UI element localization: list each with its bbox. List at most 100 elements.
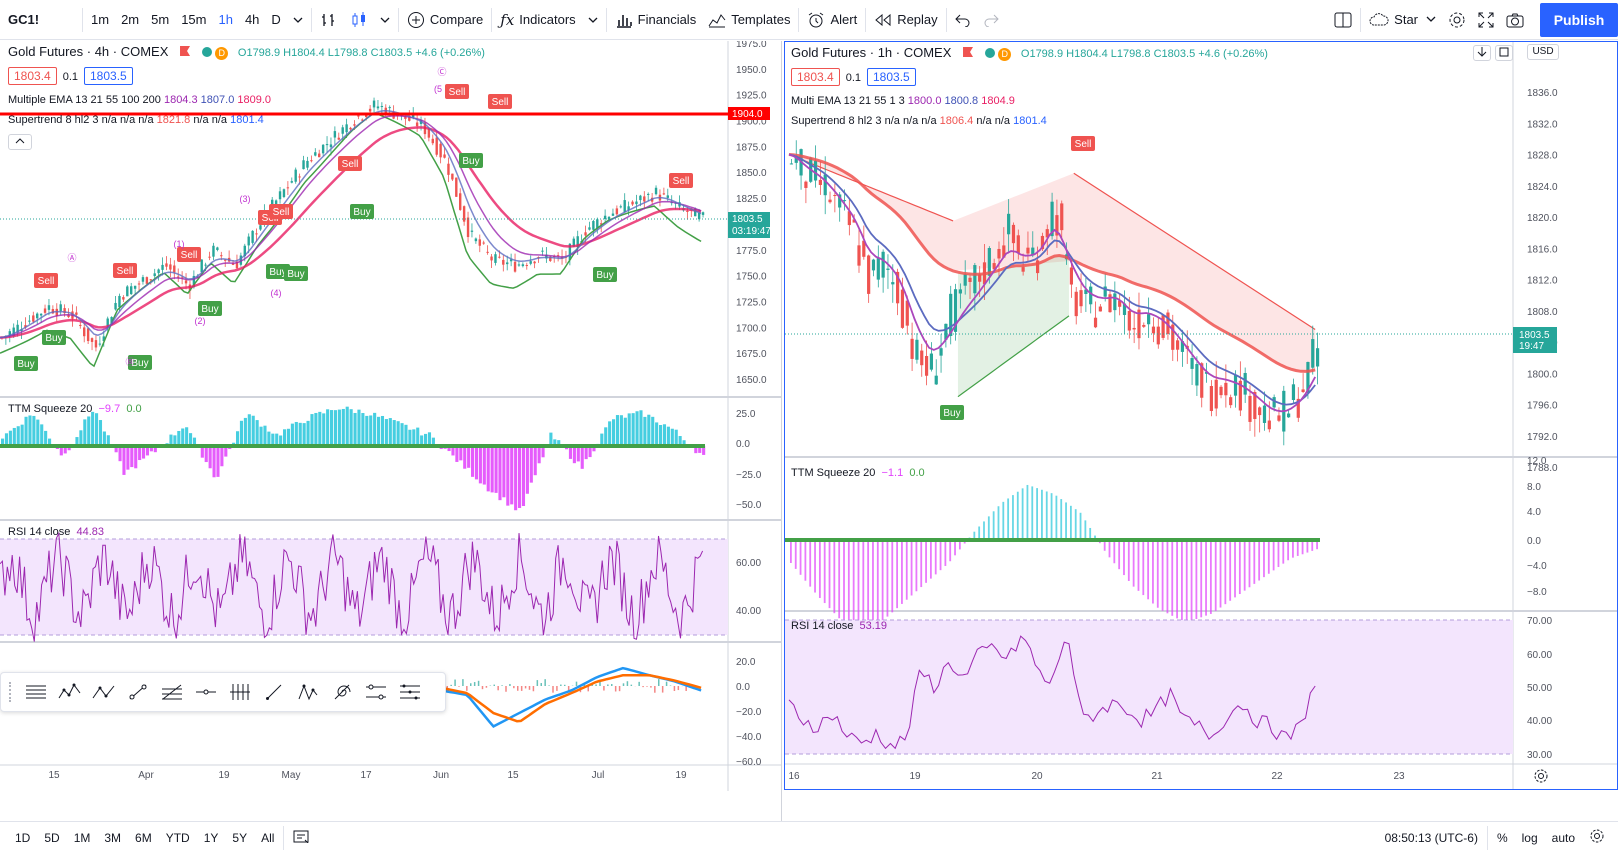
line-tool-icon[interactable] (257, 677, 291, 707)
ttm-bar (643, 416, 647, 446)
settings-gear-icon[interactable] (1442, 0, 1472, 40)
wave-label: Ⓑ (125, 357, 134, 367)
candle (1021, 267, 1025, 272)
alert-button[interactable]: Alert (801, 0, 863, 40)
drag-handle[interactable] (9, 682, 13, 702)
candle (886, 268, 890, 270)
interval-15m[interactable]: 15m (181, 12, 207, 27)
interval-5m[interactable]: 5m (151, 12, 170, 27)
candle (1190, 358, 1194, 369)
chevron-down-icon[interactable] (582, 0, 604, 40)
trend-line-icon[interactable] (121, 677, 155, 707)
right-ema-legend[interactable]: Multi EMA 13 21 55 1 3 1800.0 1800.8 180… (791, 95, 1015, 107)
ema-line (788, 153, 1316, 413)
chart-settings-gear-icon[interactable] (1533, 768, 1549, 787)
layout-icon[interactable] (1328, 0, 1358, 40)
auto-toggle[interactable]: auto (1551, 830, 1575, 845)
ttm-bar (823, 540, 826, 604)
left-rsi-legend[interactable]: RSI 14 close 44.83 (8, 526, 104, 538)
right-bid[interactable]: 1803.4 (791, 68, 840, 86)
ttm-bar (1079, 512, 1082, 540)
interval-2m[interactable]: 2m (121, 12, 140, 27)
left-supertrend-legend[interactable]: Supertrend 8 hl2 3 n/a n/a n/a 1821.8 n/… (8, 114, 264, 126)
fullscreen-icon[interactable] (1472, 0, 1500, 40)
candles-icon[interactable] (344, 0, 374, 40)
left-ask[interactable]: 1803.5 (84, 67, 133, 85)
range-3m[interactable]: 3M (104, 830, 122, 845)
spiral-icon[interactable] (325, 677, 359, 707)
drawing-toolbar[interactable] (0, 672, 446, 712)
financials-button[interactable]: Financials (609, 0, 703, 40)
range-6m[interactable]: 6M (135, 830, 152, 845)
candle (1079, 290, 1083, 307)
ttm-bar (353, 412, 357, 446)
maximize-icon[interactable] (1495, 45, 1513, 61)
gann-icon[interactable] (393, 677, 427, 707)
signal-label: Buy (943, 408, 960, 419)
ttm-bar (122, 446, 126, 475)
clock-time[interactable]: 08:50:13 (UTC-6) (1384, 830, 1478, 845)
range-1d[interactable]: 1D (15, 830, 31, 845)
left-chart-canvas[interactable]: BuyBuySellSellBuySellBuySellSellBuyBuySe… (0, 41, 782, 821)
left-ema-legend[interactable]: Multiple EMA 13 21 55 100 200 1804.3 180… (8, 94, 271, 106)
elliott-wave-icon[interactable] (53, 677, 87, 707)
log-toggle[interactable]: log (1521, 830, 1538, 845)
pattern-icon[interactable] (291, 677, 325, 707)
range-1m[interactable]: 1M (73, 830, 91, 845)
camera-icon[interactable] (1500, 0, 1530, 40)
redo-icon[interactable] (977, 0, 1005, 40)
interval-1m[interactable]: 1m (91, 12, 110, 27)
arrow-down-icon[interactable] (1473, 45, 1491, 61)
abc-wave-icon[interactable] (87, 677, 121, 707)
currency-selector[interactable]: USD (1527, 44, 1559, 60)
ttm-bar (478, 446, 482, 484)
publish-button[interactable]: Publish (1540, 3, 1618, 37)
indicators-button[interactable]: ƒx Indicators (494, 0, 581, 40)
interval-4h[interactable]: 4h (244, 12, 260, 27)
right-chart-canvas[interactable]: Sell Buy 1836.0 1832.0 1828.0 1824.0 1820.0 181… (785, 42, 1618, 790)
signal-label: Buy (353, 207, 370, 218)
horizontal-lines-icon[interactable] (19, 677, 53, 707)
candle (1161, 315, 1165, 338)
left-bid[interactable]: 1803.4 (8, 67, 57, 85)
range-5y[interactable]: 5Y (232, 830, 248, 845)
range-1y[interactable]: 1Y (203, 830, 219, 845)
star-button[interactable]: Star (1363, 0, 1442, 40)
ttm-bar (1214, 540, 1217, 611)
replay-button[interactable]: Replay (868, 0, 943, 40)
symbol-search[interactable]: GC1! (8, 12, 40, 27)
signal-buy (128, 355, 152, 370)
vertical-lines-icon[interactable] (223, 677, 257, 707)
undo-icon[interactable] (949, 0, 977, 40)
right-rsi-legend[interactable]: RSI 14 close 53.19 (791, 620, 887, 632)
left-ttm-legend[interactable]: TTM Squeeze 20 −9.7 0.0 (8, 403, 142, 415)
candle (1175, 340, 1180, 350)
parallel-channel-icon[interactable] (359, 677, 393, 707)
ttm-bar (615, 415, 620, 446)
interval-d[interactable]: D (271, 12, 281, 27)
fib-icon[interactable] (155, 677, 189, 707)
candle (804, 181, 808, 188)
bar-style-icon[interactable] (314, 0, 344, 40)
interval-1h[interactable]: 1h (218, 12, 233, 27)
right-ask[interactable]: 1803.5 (867, 68, 916, 86)
range-ytd[interactable]: YTD (165, 830, 190, 845)
compare-button[interactable]: Compare (401, 0, 489, 40)
right-ttm-legend[interactable]: TTM Squeeze 20 −1.1 0.0 (791, 467, 925, 479)
collapse-legend-button[interactable] (8, 134, 32, 150)
right-supertrend-legend[interactable]: Supertrend 8 hl2 3 n/a n/a n/a 1806.4 n/… (791, 115, 1047, 127)
ttm-bar (330, 410, 334, 446)
settings-gear-icon[interactable] (1582, 828, 1612, 847)
candle (157, 269, 160, 274)
right-chart-panel[interactable]: Sell Buy 1836.0 1832.0 1828.0 1824.0 1820.0 181… (784, 41, 1618, 790)
chevron-down-icon[interactable] (287, 0, 309, 40)
range-5d[interactable]: 5D (44, 830, 60, 845)
range-all[interactable]: All (261, 830, 275, 845)
horizontal-ray-icon[interactable] (189, 677, 223, 707)
templates-button[interactable]: Templates (702, 0, 796, 40)
chevron-down-icon[interactable] (374, 0, 396, 40)
ttm-bar (1229, 540, 1232, 601)
date-range-icon[interactable] (286, 829, 316, 846)
right-step: 0.1 (845, 72, 861, 84)
percent-toggle[interactable]: % (1496, 830, 1508, 845)
